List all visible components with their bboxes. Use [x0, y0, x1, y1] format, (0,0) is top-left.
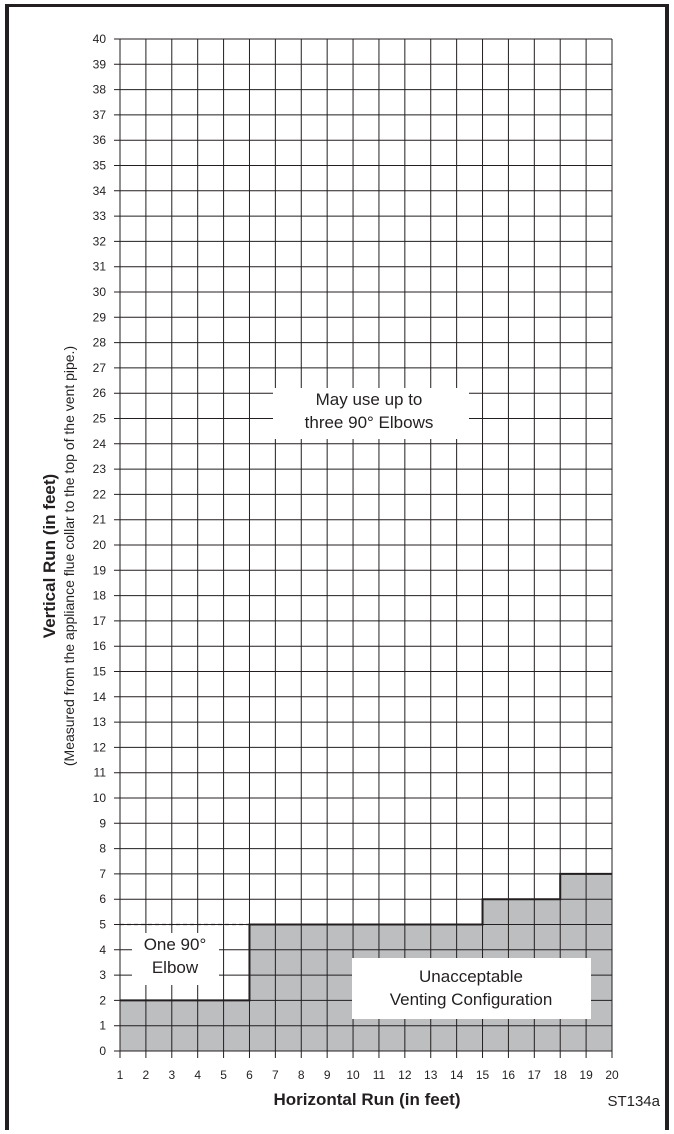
y-tick-label: 7: [99, 867, 106, 881]
y-tick-label: 23: [93, 462, 107, 476]
y-tick-label: 36: [93, 133, 107, 147]
annotation-three: May use up to three 90° Elbows: [273, 388, 469, 439]
x-tick-label: 12: [398, 1068, 412, 1082]
y-tick-label: 19: [93, 563, 107, 577]
y-tick-label: 1: [99, 1019, 106, 1033]
x-tick-label: 17: [528, 1068, 542, 1082]
y-tick-label: 20: [93, 538, 107, 552]
y-tick-label: 38: [93, 83, 107, 97]
y-tick-label: 12: [93, 740, 107, 754]
y-tick-label: 14: [93, 690, 107, 704]
annotation-box: [132, 933, 219, 985]
annotation-text: May use up to: [316, 390, 423, 409]
y-tick-label: 31: [93, 260, 107, 274]
x-tick-label: 13: [424, 1068, 438, 1082]
x-tick-label: 6: [246, 1068, 253, 1082]
x-axis-title: Horizontal Run (in feet): [274, 1090, 461, 1109]
y-tick-label: 5: [99, 918, 106, 932]
y-tick-label: 29: [93, 310, 107, 324]
x-tick-label: 4: [194, 1068, 201, 1082]
figure-code: ST134a: [607, 1093, 660, 1110]
annotation-text: Venting Configuration: [390, 990, 553, 1009]
annotation-text: three 90° Elbows: [305, 413, 434, 432]
y-tick-label: 13: [93, 715, 107, 729]
x-tick-label: 7: [272, 1068, 279, 1082]
y-tick-label: 6: [99, 892, 106, 906]
y-axis-title: Vertical Run (in feet): [40, 474, 59, 638]
y-tick-label: 17: [93, 614, 107, 628]
y-tick-label: 9: [99, 816, 106, 830]
y-tick-label: 18: [93, 589, 107, 603]
unacceptable-boundary: [120, 872, 612, 1002]
x-tick-label: 9: [324, 1068, 331, 1082]
annotation-unacceptable: Unacceptable Venting Configuration: [352, 958, 591, 1019]
chart-frame: [5, 4, 669, 1130]
y-tick-label: 15: [93, 665, 107, 679]
y-tick-label: 32: [93, 234, 107, 248]
y-tick-label: 35: [93, 159, 107, 173]
x-tick-label: 10: [346, 1068, 360, 1082]
x-tick-label: 5: [220, 1068, 227, 1082]
y-axis-subtitle: (Measured from the appliance flue collar…: [61, 346, 77, 766]
x-tick-label: 16: [502, 1068, 516, 1082]
y-tick-label: 2: [99, 993, 106, 1007]
x-tick-label: 8: [298, 1068, 305, 1082]
y-tick-label: 16: [93, 639, 107, 653]
annotation-text: Unacceptable: [419, 967, 523, 986]
y-tick-label: 27: [93, 361, 107, 375]
x-tick-label: 20: [605, 1068, 619, 1082]
y-tick-label: 25: [93, 412, 107, 426]
annotation-text: One 90°: [144, 935, 207, 954]
x-tick-label: 3: [168, 1068, 175, 1082]
y-tick-label: 26: [93, 386, 107, 400]
y-tick-label: 11: [94, 766, 107, 780]
annotation-text: Elbow: [152, 958, 199, 977]
y-tick-label: 10: [93, 791, 107, 805]
y-tick-label: 24: [93, 437, 107, 451]
y-tick-label: 0: [99, 1044, 106, 1058]
y-tick-label: 37: [93, 108, 107, 122]
x-tick-label: 15: [476, 1068, 490, 1082]
x-tick-label: 1: [117, 1068, 124, 1082]
annotation-one: One 90° Elbow: [132, 933, 219, 985]
annotation-box: [273, 388, 469, 439]
y-tick-label: 22: [93, 487, 107, 501]
y-tick-label: 33: [93, 209, 107, 223]
y-tick-label: 28: [93, 336, 107, 350]
x-tick-label: 18: [554, 1068, 568, 1082]
x-tick-label: 11: [373, 1068, 386, 1082]
y-tick-label: 21: [93, 513, 107, 527]
annotation-box: [352, 958, 591, 1019]
y-tick-label: 39: [93, 57, 107, 71]
y-tick-label: 34: [93, 184, 107, 198]
x-tick-label: 14: [450, 1068, 464, 1082]
x-tick-label: 2: [143, 1068, 150, 1082]
y-tick-label: 8: [99, 842, 106, 856]
y-tick-label: 40: [93, 32, 107, 46]
x-tick-label: 19: [579, 1068, 593, 1082]
y-tick-label: 3: [99, 968, 106, 982]
y-tick-label: 4: [99, 943, 106, 957]
y-tick-label: 30: [93, 285, 107, 299]
